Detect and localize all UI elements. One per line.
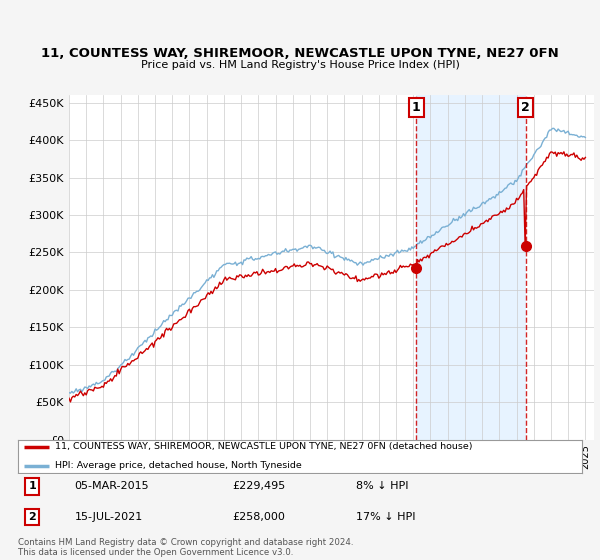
Text: 15-JUL-2021: 15-JUL-2021 [74,512,143,522]
Text: 2: 2 [28,512,36,522]
Text: HPI: Average price, detached house, North Tyneside: HPI: Average price, detached house, Nort… [55,461,301,470]
Text: £258,000: £258,000 [232,512,285,522]
Bar [416,95,526,440]
Text: 2: 2 [521,101,530,114]
Text: 1: 1 [28,482,36,491]
Text: 1: 1 [412,101,421,114]
Text: 11, COUNTESS WAY, SHIREMOOR, NEWCASTLE UPON TYNE, NE27 0FN (detached house): 11, COUNTESS WAY, SHIREMOOR, NEWCASTLE U… [55,442,472,451]
Text: Price paid vs. HM Land Registry's House Price Index (HPI): Price paid vs. HM Land Registry's House … [140,60,460,70]
Text: 11, COUNTESS WAY, SHIREMOOR, NEWCASTLE UPON TYNE, NE27 0FN: 11, COUNTESS WAY, SHIREMOOR, NEWCASTLE U… [41,47,559,60]
Text: Contains HM Land Registry data © Crown copyright and database right 2024.
This d: Contains HM Land Registry data © Crown c… [18,538,353,557]
Text: 8% ↓ HPI: 8% ↓ HPI [356,482,409,491]
Text: £229,495: £229,495 [232,482,286,491]
Text: 17% ↓ HPI: 17% ↓ HPI [356,512,416,522]
Text: 05-MAR-2015: 05-MAR-2015 [74,482,149,491]
